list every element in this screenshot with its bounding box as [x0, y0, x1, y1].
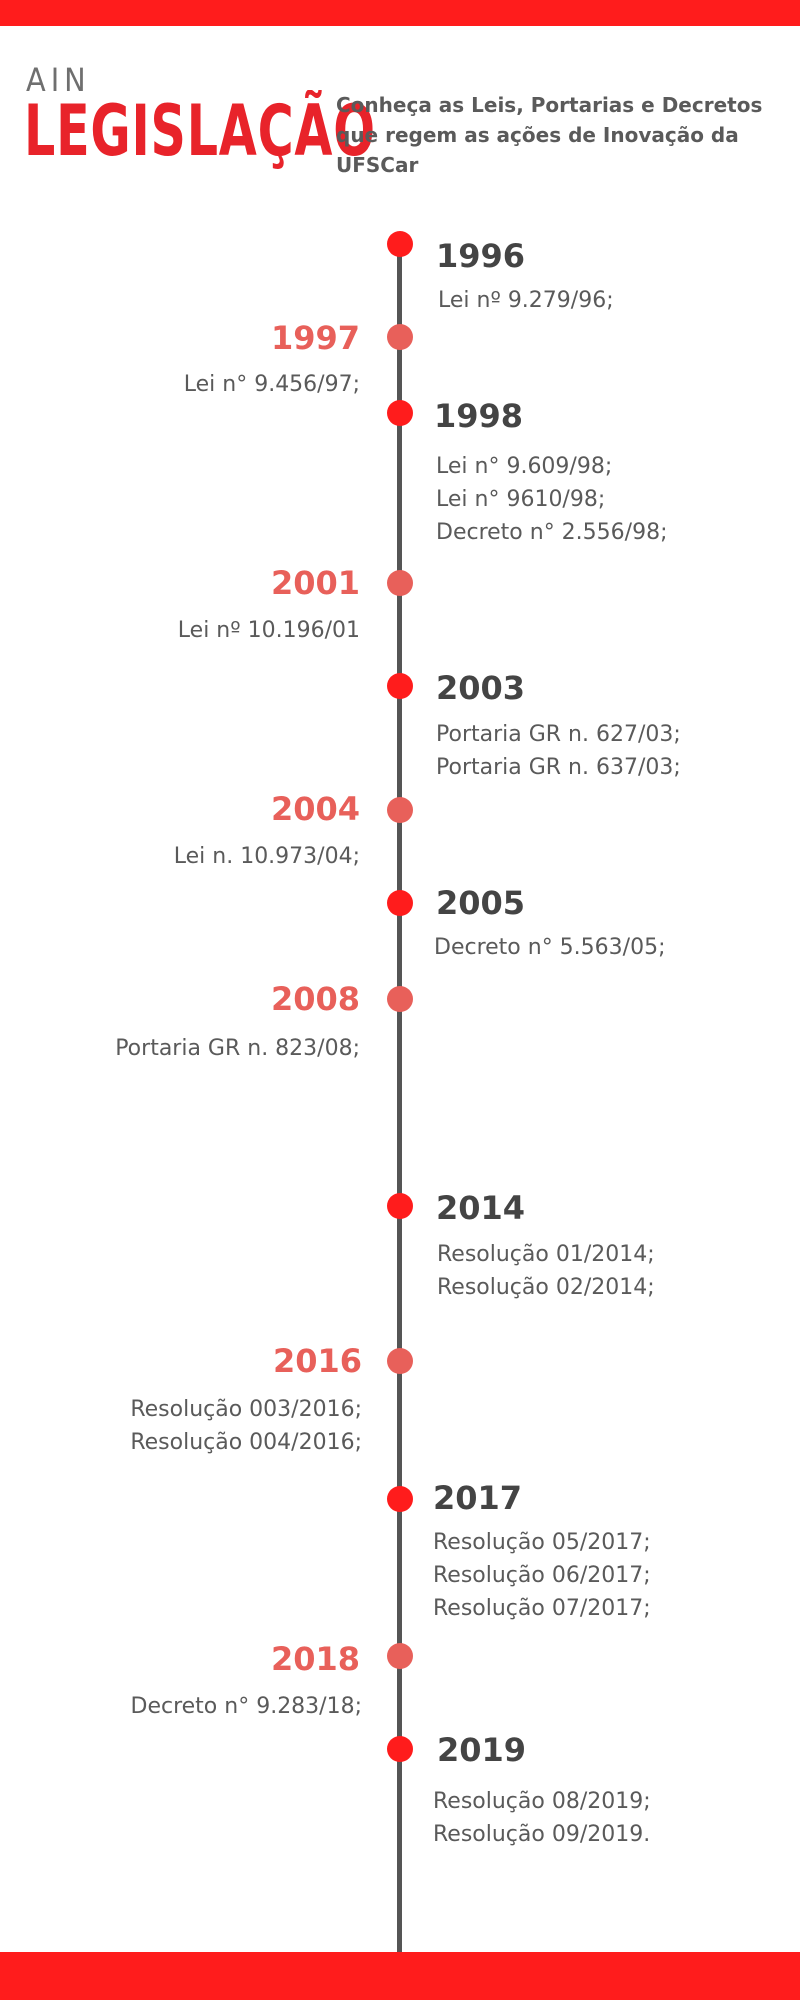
timeline-dot: [387, 797, 413, 823]
timeline-year: 2018: [270, 1640, 360, 1678]
page-title: LEGISLAÇÃO: [24, 90, 376, 172]
timeline-items: Lei n° 9.456/97;: [0, 368, 360, 401]
timeline-items: Lei nº 10.196/01: [0, 614, 360, 647]
timeline-dot: [387, 1193, 413, 1219]
timeline-year: 2001: [270, 564, 360, 602]
timeline-item: Decreto n° 9.283/18;: [130, 1694, 362, 1719]
timeline-item: Lei n° 9.609/98;: [436, 454, 613, 479]
timeline-item: Lei n. 10.973/04;: [173, 844, 360, 869]
timeline-dot: [387, 1486, 413, 1512]
timeline-dot: [387, 324, 413, 350]
timeline-year: 2005: [436, 884, 526, 922]
timeline-item: Resolução 07/2017;: [433, 1596, 651, 1621]
timeline-items: Resolução 01/2014; Resolução 02/2014;: [437, 1238, 655, 1304]
timeline-year: 2017: [433, 1479, 523, 1517]
timeline-items: Portaria GR n. 823/08;: [0, 1032, 360, 1065]
timeline-year: 2014: [436, 1189, 526, 1227]
timeline-item: Resolução 06/2017;: [433, 1563, 651, 1588]
timeline-year: 2008: [270, 980, 360, 1018]
timeline-item: Lei nº 10.196/01: [177, 618, 360, 643]
timeline-item: Portaria GR n. 823/08;: [115, 1036, 360, 1061]
bottom-bar: [0, 1952, 800, 2000]
timeline-item: Resolução 003/2016;: [130, 1397, 362, 1422]
timeline-dot: [387, 231, 413, 257]
timeline-item: Resolução 05/2017;: [433, 1530, 651, 1555]
timeline-dot: [387, 1736, 413, 1762]
timeline-items: Resolução 003/2016; Resolução 004/2016;: [2, 1393, 362, 1459]
timeline-year: 2019: [437, 1731, 527, 1769]
timeline-dot: [387, 400, 413, 426]
timeline-year: 1997: [270, 319, 360, 357]
timeline-year: 1998: [434, 397, 524, 435]
timeline-item: Resolução 01/2014;: [437, 1242, 655, 1267]
timeline-dot: [387, 1643, 413, 1669]
timeline-dot: [387, 986, 413, 1012]
timeline-year: 2004: [270, 790, 360, 828]
timeline-items: Resolução 05/2017; Resolução 06/2017; Re…: [433, 1526, 651, 1625]
timeline-items: Lei n. 10.973/04;: [0, 840, 360, 873]
intro-text: Conheça as Leis, Portarias e Decretos qu…: [336, 93, 763, 177]
timeline-line: [397, 240, 402, 1952]
timeline-dot: [387, 890, 413, 916]
timeline-item: Portaria GR n. 637/03;: [436, 755, 681, 780]
timeline-dot: [387, 673, 413, 699]
timeline-items: Lei nº 9.279/96;: [438, 284, 614, 317]
timeline-items: Lei n° 9.609/98; Lei n° 9610/98; Decreto…: [436, 450, 667, 549]
header-kicker: AIN: [26, 61, 91, 99]
timeline-year: 1996: [436, 237, 526, 275]
timeline-dot: [387, 570, 413, 596]
timeline-items: Portaria GR n. 627/03; Portaria GR n. 63…: [436, 718, 681, 784]
timeline-dot: [387, 1348, 413, 1374]
timeline-item: Decreto n° 2.556/98;: [436, 520, 668, 545]
timeline-item: Resolução 09/2019.: [433, 1822, 651, 1847]
timeline-items: Decreto n° 5.563/05;: [434, 931, 665, 964]
timeline-item: Decreto n° 5.563/05;: [434, 935, 666, 960]
timeline-year: 2003: [436, 669, 526, 707]
timeline-item: Resolução 02/2014;: [437, 1275, 655, 1300]
timeline-item: Lei n° 9.456/97;: [183, 372, 360, 397]
timeline-item: Resolução 004/2016;: [130, 1430, 362, 1455]
timeline-item: Lei nº 9.279/96;: [438, 288, 614, 313]
timeline-year: 2016: [272, 1342, 362, 1380]
timeline-item: Portaria GR n. 627/03;: [436, 722, 681, 747]
timeline-items: Decreto n° 9.283/18;: [2, 1690, 362, 1723]
timeline-items: Resolução 08/2019; Resolução 09/2019.: [433, 1785, 651, 1851]
timeline-item: Resolução 08/2019;: [433, 1789, 651, 1814]
timeline-item: Lei n° 9610/98;: [436, 487, 606, 512]
top-bar: [0, 0, 800, 26]
